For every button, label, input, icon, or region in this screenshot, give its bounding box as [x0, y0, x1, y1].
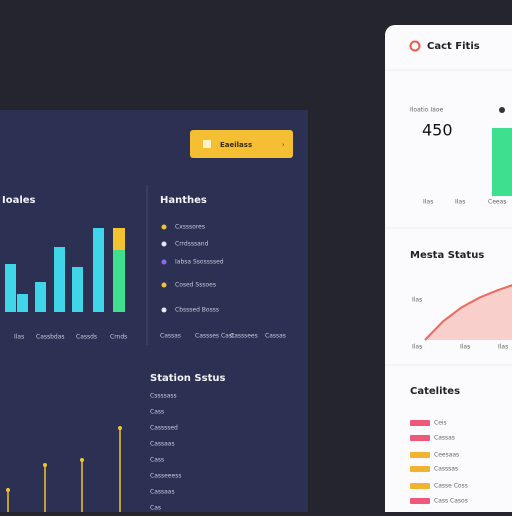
- list-item: Iabsa Ssossssed: [175, 259, 224, 266]
- bar: [5, 264, 16, 312]
- list-item: Crrdsssand: [175, 241, 209, 248]
- list-item: Cass: [150, 457, 164, 464]
- lollipop-dot: [43, 463, 47, 467]
- bar: [72, 267, 83, 312]
- metric-value: 450: [422, 121, 453, 140]
- axis-label: Cassses Cast: [195, 333, 235, 340]
- left-panel: [0, 110, 308, 512]
- button[interactable]: [190, 130, 293, 158]
- legend-label: Casse Coss: [434, 483, 468, 490]
- lollipop-dot: [6, 488, 10, 492]
- card-icon: [409, 40, 421, 52]
- axis-label: Cassas: [160, 333, 181, 340]
- list-item: Cassaas: [150, 441, 175, 448]
- metric-label: Iloatio Iaoe: [410, 107, 443, 114]
- legend-swatch: [410, 452, 430, 458]
- axis-label: Ceeas: [488, 199, 506, 206]
- axis-label: Cassbdas: [36, 334, 65, 341]
- bar: [17, 294, 28, 312]
- legend-swatch: [410, 435, 430, 441]
- list-item: Cbsssed Bosss: [175, 307, 219, 314]
- axis-label: Cassds: [76, 334, 97, 341]
- list-item: Cxsssores: [175, 224, 205, 231]
- legend-label: Ceis: [434, 420, 447, 427]
- legend-label: Cassas: [434, 435, 455, 442]
- axis-label: Ilas: [498, 344, 508, 351]
- legend-swatch: [410, 466, 430, 472]
- list-icon: [161, 282, 167, 288]
- legend-label: Cass Casos: [434, 498, 468, 505]
- bar-segment: [113, 228, 125, 250]
- status-title: Mesta Status: [410, 250, 484, 261]
- hanthes-title: Hanthes: [160, 195, 207, 206]
- axis-label: IIas: [423, 199, 433, 206]
- legend-swatch: [410, 498, 430, 504]
- button-arrow: ›: [282, 142, 284, 149]
- list-item: Cosed Sssoes: [175, 282, 216, 289]
- axis-label: Ilas: [412, 344, 422, 351]
- axis-label: IIas: [455, 199, 465, 206]
- bar: [54, 247, 65, 312]
- list-item: Cassssed: [150, 425, 178, 432]
- axis-label: Ilas: [14, 334, 24, 341]
- card: [385, 25, 512, 516]
- legend-label: Casssas: [434, 466, 458, 473]
- list-item: Cass: [150, 409, 164, 416]
- area: [425, 285, 512, 340]
- legend-swatch: [410, 483, 430, 489]
- axis-label: Ilas: [460, 344, 470, 351]
- loads-title: Ioales: [2, 195, 36, 206]
- list-item: Cassaas: [150, 489, 175, 496]
- bar: [93, 228, 104, 312]
- lollipop-dot: [118, 426, 122, 430]
- legend-swatch: [410, 420, 430, 426]
- bar-segment: [113, 250, 125, 312]
- axis-label: Casssees: [230, 333, 258, 340]
- button-icon: [203, 140, 211, 148]
- list-icon: [161, 307, 167, 313]
- list-icon: [161, 241, 167, 247]
- line: [424, 284, 512, 341]
- categories-title: Catelites: [410, 386, 460, 397]
- station-title: Station Sstus: [150, 373, 225, 384]
- bar: [35, 282, 46, 312]
- list-icon: [161, 259, 167, 265]
- list-item: Cssssass: [150, 393, 177, 400]
- axis-label: Cassas: [265, 333, 286, 340]
- card-title: Cact Fitis: [427, 41, 480, 52]
- axis-label: Ilas: [412, 297, 422, 304]
- bar: [492, 128, 512, 196]
- lollipop-dot: [80, 458, 84, 462]
- legend-label: Ceesaas: [434, 452, 459, 459]
- axis-label: Crnds: [110, 334, 127, 341]
- list-item: Cas: [150, 505, 161, 512]
- button-label[interactable]: Eaeilass: [220, 141, 252, 149]
- metric-icon: [499, 107, 505, 113]
- list-icon: [161, 224, 167, 230]
- list-item: Casseeess: [150, 473, 181, 480]
